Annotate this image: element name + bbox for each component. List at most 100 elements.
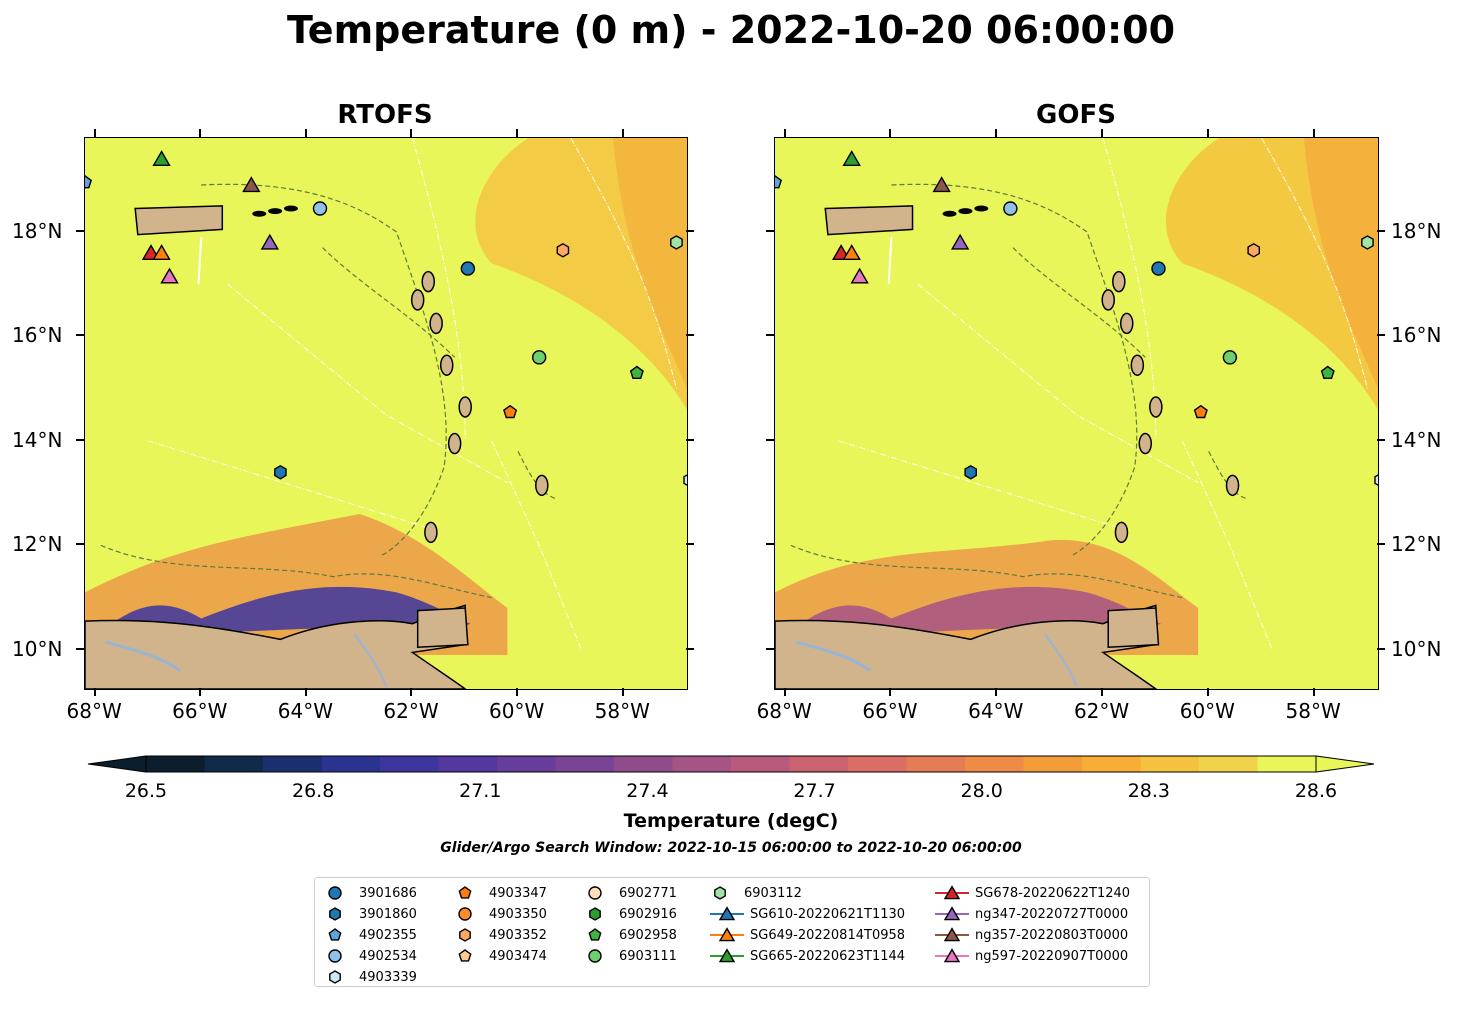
obs-marker-4902534 [312, 201, 328, 216]
land-island [1149, 396, 1163, 418]
lat-tick-label: 18°N [12, 219, 63, 243]
lon-tick-top [1100, 129, 1103, 137]
lon-tick-bottom [783, 688, 786, 696]
lat-tick-left [76, 230, 84, 232]
obs-marker-4903352 [556, 242, 570, 258]
legend-marker-circle [328, 886, 342, 900]
eez-boundary [1261, 138, 1368, 389]
lat-tick-right [1377, 543, 1385, 546]
lon-tick-bottom [889, 688, 892, 696]
land-island [1114, 521, 1129, 544]
lat-tick-right [1377, 438, 1385, 441]
obs-marker-3901686 [460, 261, 476, 276]
lon-tick-label: 68°W [756, 699, 812, 723]
bathymetry-contour [891, 183, 1138, 557]
figure-title: Temperature (0 m) - 2022-10-20 06:00:00 [286, 8, 1176, 52]
obs-marker-6902958 [1320, 365, 1335, 380]
legend-label: 4902355 [359, 928, 417, 943]
land-island [439, 354, 454, 376]
legend-marker-triangle [718, 906, 736, 921]
obs-marker-4902355 [85, 175, 93, 189]
legend-marker-triangle [943, 948, 961, 963]
lat-tick-left [766, 230, 774, 232]
eez-boundary [838, 440, 1125, 531]
land-trinidad [416, 607, 469, 649]
legend-label: ng347-20220727T0000 [975, 907, 1129, 922]
legend-label: 6903112 [744, 886, 802, 901]
land-island [535, 474, 549, 497]
colorbar-segment [1082, 756, 1141, 772]
lat-tick-right [1377, 230, 1385, 232]
legend-label: 3901686 [359, 886, 417, 901]
lon-tick-top [621, 129, 624, 137]
land-trinidad [1107, 607, 1160, 649]
lon-tick-top [995, 129, 998, 137]
legend-marker-hexagon [589, 907, 601, 921]
colorbar-tick-label: 26.8 [291, 780, 335, 802]
land-puerto-rico [134, 205, 224, 236]
lon-tick-bottom [1100, 688, 1103, 696]
legend-label: 6902916 [619, 907, 677, 922]
lat-tick-left [76, 647, 84, 650]
lat-tick-left [76, 334, 84, 337]
lon-tick-label: 58°W [594, 699, 650, 723]
land-island [421, 270, 435, 293]
map-gofs[interactable] [774, 137, 1379, 690]
obs-marker-SG665-20220623T1144 [152, 150, 171, 166]
colorbar-segment [906, 756, 966, 772]
eez-boundary [491, 440, 582, 651]
legend-label: 4903350 [489, 907, 547, 922]
obs-marker-ng357-20220803T0000 [242, 176, 261, 193]
land-south-america [85, 604, 467, 689]
lat-tick-left [76, 438, 84, 441]
obs-marker-6902958 [629, 365, 644, 380]
colorbar-segment [1199, 756, 1258, 772]
obs-marker-4902355 [775, 175, 783, 189]
lon-tick-top [783, 129, 786, 137]
lat-tick-label: 10°N [12, 636, 63, 661]
obs-marker-3901686 [1151, 261, 1166, 276]
legend-marker-hexagon [459, 928, 471, 942]
river [105, 640, 181, 672]
colorbar-segment [263, 756, 322, 772]
legend-marker-triangle [943, 906, 961, 921]
warm-water-core [613, 138, 687, 389]
lat-tick-left [766, 647, 774, 650]
eez-boundary [1181, 440, 1273, 651]
legend-marker-circle [458, 907, 472, 921]
colorbar-segment [555, 756, 615, 772]
legend-label: 4903339 [359, 970, 417, 985]
colorbar-tick-label: 28.6 [1294, 780, 1338, 802]
map-rtofs[interactable] [84, 137, 688, 690]
gofs-map-canvas [775, 138, 1378, 689]
land-island [429, 312, 443, 335]
obs-marker-SG665-20220623T1144 [842, 150, 861, 166]
land-islet [283, 205, 298, 212]
legend-marker-pentagon [328, 928, 342, 941]
obs-marker-4903352 [1247, 242, 1260, 258]
legend-marker-hexagon [714, 886, 726, 900]
legend-marker-pentagon [458, 886, 472, 899]
legend-label: ng597-20220907T0000 [975, 949, 1129, 964]
lon-tick-label: 62°W [383, 699, 439, 723]
river [353, 633, 387, 687]
lat-tick-label: 12°N [1391, 532, 1442, 557]
obs-marker-ng357-20220803T0000 [932, 176, 951, 193]
lat-tick-label: 10°N [1391, 636, 1442, 661]
legend-label: 4902534 [359, 949, 417, 964]
lon-tick-bottom [516, 688, 519, 696]
glider-track [887, 237, 893, 285]
lat-tick-label: 12°N [12, 532, 63, 557]
obs-marker-ng597-20220907T0000 [850, 267, 869, 284]
lat-tick-left [766, 543, 774, 546]
obs-marker-3901860 [274, 464, 287, 480]
legend-label: SG610-20220621T1130 [750, 907, 906, 922]
lon-tick-label: 60°W [489, 699, 545, 723]
bathymetry-contour [201, 183, 447, 557]
lat-tick-left [766, 334, 774, 337]
legend-label: ng357-20220803T0000 [975, 928, 1129, 943]
colorbar-extend-low [87, 755, 147, 773]
bathymetry-contour [322, 247, 456, 358]
colorbar-tick-label: 27.4 [626, 780, 669, 802]
bathymetry-contour [1208, 451, 1246, 499]
